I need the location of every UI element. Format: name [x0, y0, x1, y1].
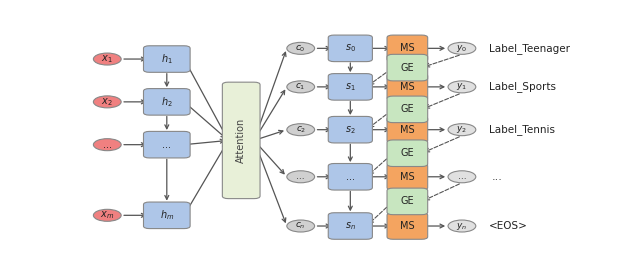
Circle shape	[448, 220, 476, 232]
FancyBboxPatch shape	[222, 82, 260, 198]
FancyBboxPatch shape	[143, 89, 190, 115]
Text: $y_{1}$: $y_{1}$	[456, 81, 467, 92]
FancyBboxPatch shape	[387, 188, 428, 215]
Text: ...: ...	[296, 172, 305, 181]
Text: MS: MS	[400, 221, 415, 231]
Circle shape	[448, 81, 476, 93]
Text: $c_{n}$: $c_{n}$	[296, 221, 306, 231]
Text: $h_{1}$: $h_{1}$	[161, 52, 173, 66]
Text: ...: ...	[458, 172, 466, 181]
Text: $y_{2}$: $y_{2}$	[456, 124, 467, 135]
Circle shape	[287, 171, 315, 183]
Circle shape	[448, 124, 476, 136]
Text: Label_Tennis: Label_Tennis	[489, 124, 556, 135]
Text: ...: ...	[103, 140, 112, 150]
Text: $h_{m}$: $h_{m}$	[159, 208, 174, 222]
Text: GE: GE	[401, 148, 414, 158]
Text: MS: MS	[400, 172, 415, 182]
Circle shape	[93, 96, 121, 108]
Text: $s_{1}$: $s_{1}$	[345, 81, 356, 93]
Text: ...: ...	[163, 140, 172, 150]
Circle shape	[93, 209, 121, 221]
FancyBboxPatch shape	[143, 131, 190, 158]
Circle shape	[93, 53, 121, 65]
Text: ...: ...	[346, 172, 355, 182]
Text: Label_Teenager: Label_Teenager	[489, 43, 570, 54]
Text: $s_{n}$: $s_{n}$	[345, 220, 356, 232]
FancyBboxPatch shape	[328, 163, 372, 190]
FancyBboxPatch shape	[387, 35, 428, 62]
Circle shape	[287, 220, 315, 232]
Text: ...: ...	[492, 172, 502, 182]
Text: $y_{n}$: $y_{n}$	[456, 220, 467, 232]
Text: $h_{2}$: $h_{2}$	[161, 95, 173, 109]
Text: Attention: Attention	[236, 118, 246, 163]
Text: MS: MS	[400, 125, 415, 135]
FancyBboxPatch shape	[143, 46, 190, 72]
Text: GE: GE	[401, 196, 414, 206]
FancyBboxPatch shape	[328, 213, 372, 239]
FancyBboxPatch shape	[387, 54, 428, 81]
Text: GE: GE	[401, 104, 414, 114]
FancyBboxPatch shape	[387, 74, 428, 100]
Text: $c_{2}$: $c_{2}$	[296, 125, 306, 135]
Text: $x_{1}$: $x_{1}$	[102, 53, 113, 65]
FancyBboxPatch shape	[387, 116, 428, 143]
Circle shape	[448, 171, 476, 183]
Circle shape	[287, 124, 315, 136]
Text: $x_{2}$: $x_{2}$	[102, 96, 113, 108]
Text: $c_{1}$: $c_{1}$	[296, 82, 306, 92]
Text: $s_{0}$: $s_{0}$	[345, 43, 356, 54]
Text: $x_{m}$: $x_{m}$	[100, 209, 115, 221]
Text: GE: GE	[401, 63, 414, 73]
FancyBboxPatch shape	[143, 202, 190, 229]
FancyBboxPatch shape	[328, 35, 372, 62]
FancyBboxPatch shape	[387, 96, 428, 123]
FancyBboxPatch shape	[328, 74, 372, 100]
Text: $s_{2}$: $s_{2}$	[345, 124, 356, 136]
Text: Label_Sports: Label_Sports	[489, 81, 556, 92]
Text: MS: MS	[400, 82, 415, 92]
Circle shape	[93, 139, 121, 151]
Text: MS: MS	[400, 43, 415, 53]
Circle shape	[287, 81, 315, 93]
FancyBboxPatch shape	[387, 213, 428, 239]
FancyBboxPatch shape	[387, 163, 428, 190]
Circle shape	[287, 42, 315, 54]
Text: $c_{0}$: $c_{0}$	[296, 43, 306, 54]
Text: <EOS>: <EOS>	[489, 221, 528, 231]
Text: $y_{0}$: $y_{0}$	[456, 43, 467, 54]
Circle shape	[448, 42, 476, 54]
FancyBboxPatch shape	[328, 116, 372, 143]
FancyBboxPatch shape	[387, 140, 428, 167]
